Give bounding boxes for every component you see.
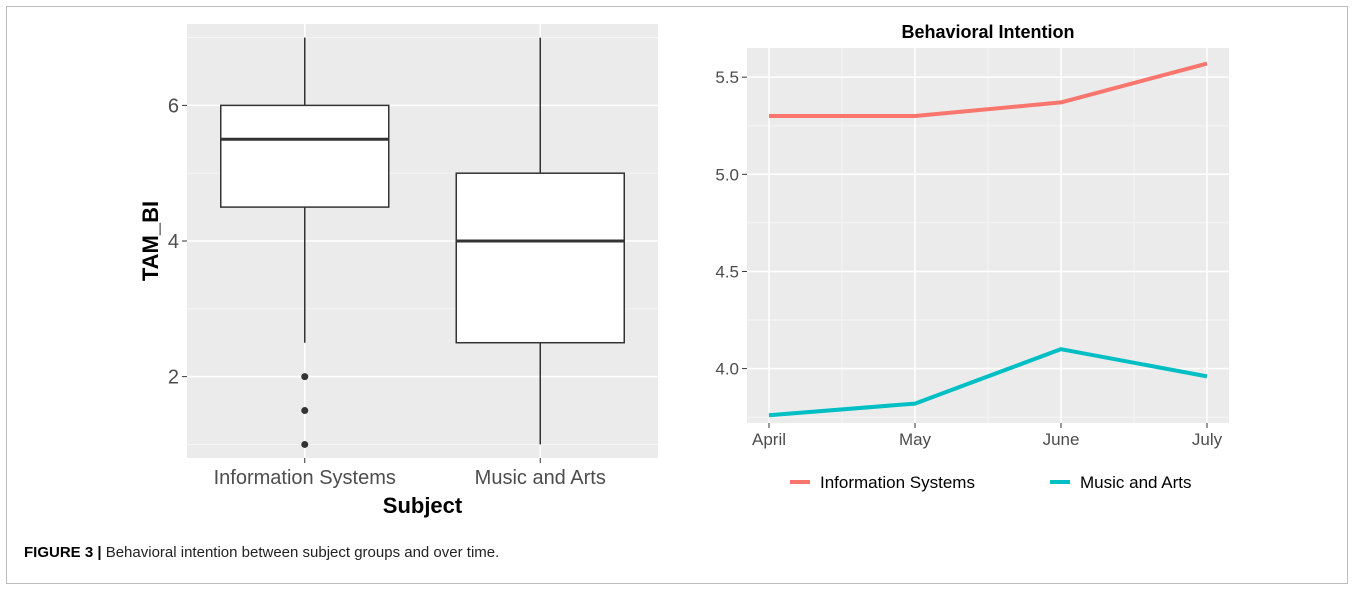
boxplot-x-tick-label: Information Systems (214, 467, 396, 489)
linechart-y-tick-label: 4.0 (715, 360, 739, 379)
linechart-y-tick-label: 5.5 (715, 68, 739, 87)
boxplot-outlier-point (301, 407, 309, 415)
legend-label: Information Systems (820, 473, 975, 492)
linechart-x-tick-label: June (1043, 430, 1080, 449)
boxplot-x-axis-label: Subject (383, 493, 463, 518)
figure-caption: FIGURE 3 | Behavioral intention between … (24, 544, 499, 561)
boxplot-y-axis-label: TAM_BI (138, 201, 163, 281)
linechart-legend: Information Systems Music and Arts (790, 473, 1192, 492)
figure-frame (6, 6, 1348, 584)
linechart-x-tick-label: April (752, 430, 786, 449)
boxplot-box (455, 172, 625, 344)
boxplot-outlier-point (301, 440, 309, 448)
boxplot-panel: 2 4 6 Information Systems Music and Arts TAM… (138, 24, 658, 518)
boxplot-y-tick-label: 4 (168, 231, 179, 253)
figure-caption-text: Behavioral intention between subject gro… (101, 544, 500, 561)
boxplot-box (220, 104, 390, 208)
linechart-title: Behavioral Intention (901, 22, 1074, 42)
linechart-y-tick-label: 4.5 (715, 262, 739, 281)
linechart-series-line-music-and-arts (768, 347, 1208, 418)
boxplot-x-tick-label: Music and Arts (475, 467, 606, 489)
linechart-x-tick-label: July (1192, 430, 1223, 449)
legend-label: Music and Arts (1080, 473, 1192, 492)
figure-label: FIGURE 3 | (24, 544, 102, 561)
linechart-y-tick-label: 5.0 (715, 165, 739, 184)
boxplot-y-tick-label: 6 (168, 95, 179, 117)
linechart-panel: Behavioral Intention 4.0 4.5 5.0 5.5 April Ma… (715, 22, 1229, 492)
linechart-series-line-information-systems (769, 61, 1208, 119)
linechart-x-tick-label: May (899, 430, 932, 449)
boxplot-y-tick-label: 2 (168, 367, 179, 389)
boxplot-outlier-point (301, 373, 309, 381)
